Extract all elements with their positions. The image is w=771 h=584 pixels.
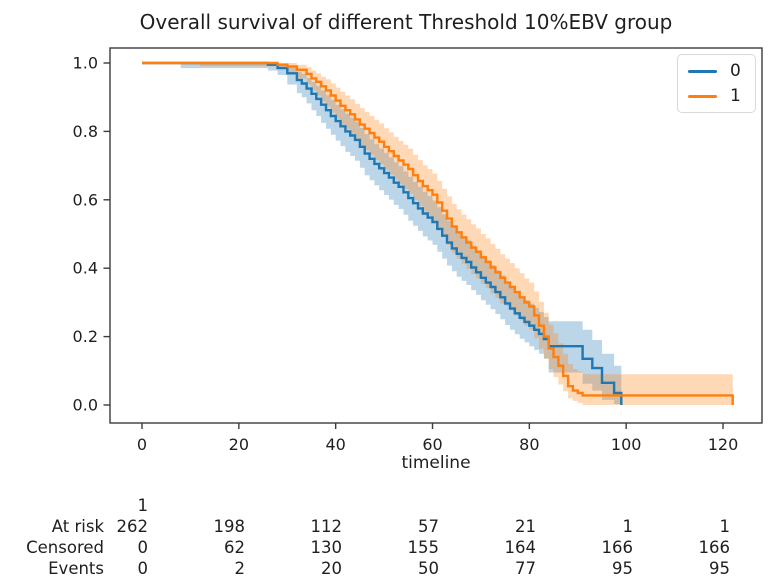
legend-item-group-0: 0 (688, 60, 745, 81)
risk-cell: 21 (515, 517, 536, 536)
x-tick-label: 60 (422, 435, 442, 454)
risk-cell (245, 495, 342, 516)
plot-canvas: 0 20 40 60 80 100 120 0.0 0.2 0.4 0.6 0.8 1.0 (73, 47, 763, 455)
y-tick-label: 0.0 (73, 396, 98, 415)
x-tick-label: 20 (229, 435, 249, 454)
km-curve-group-0 (142, 61, 623, 405)
y-tick-label: 1.0 (73, 54, 98, 73)
risk-cell: 62 (224, 538, 245, 557)
risk-row-label: At risk (51, 517, 104, 536)
y-tick-label: 0.8 (73, 122, 98, 141)
risk-cell: 166 (698, 538, 731, 557)
x-axis-label: timeline (401, 453, 471, 473)
risk-cell (536, 495, 633, 516)
risk-cell: 77 (515, 559, 536, 578)
risk-cell: 95 (709, 559, 730, 578)
confidence-bands (142, 63, 733, 405)
risk-cell: 95 (612, 559, 633, 578)
legend-label-0: 0 (730, 60, 741, 81)
risk-cell (342, 495, 439, 516)
survival-curves (142, 61, 734, 405)
risk-cell: 20 (321, 559, 342, 578)
y-tick-label: 0.2 (73, 327, 98, 346)
x-tick-label: 0 (137, 435, 147, 454)
km-curve-group-1 (142, 61, 734, 405)
risk-cell: 112 (310, 517, 343, 536)
chart-title: Overall survival of different Threshold … (139, 10, 673, 34)
risk-row-label (0, 495, 104, 516)
axis-ticks: 0 20 40 60 80 100 120 0.0 0.2 0.4 0.6 0.8 1.0 (73, 54, 739, 455)
legend-line-sample-1 (688, 94, 717, 98)
risk-cell: 0 (137, 538, 149, 557)
risk-cell: 0 (137, 559, 149, 578)
legend-item-group-1: 1 (688, 85, 745, 106)
risk-row-label: Events (48, 559, 104, 578)
risk-cell (148, 495, 245, 516)
risk-row-label: Censored (26, 538, 104, 557)
axes-box (109, 47, 763, 424)
risk-cell: 2 (234, 559, 246, 578)
risk-cell: 166 (601, 538, 634, 557)
y-tick-label: 0.6 (73, 190, 98, 209)
risk-cell: 1 (622, 517, 634, 536)
legend-label-1: 1 (730, 85, 741, 106)
at-risk-table: 1 At risk 262 198 112 57 21 1 1 Censored… (0, 495, 730, 579)
risk-cell: 130 (310, 538, 343, 557)
risk-cell: 57 (418, 517, 439, 536)
risk-cell: 262 (116, 517, 149, 536)
y-tick-label: 0.4 (73, 259, 98, 278)
x-tick-label: 100 (611, 435, 642, 454)
risk-cell (439, 495, 536, 516)
risk-cell: 50 (418, 559, 439, 578)
risk-cell: 1 (137, 496, 149, 515)
legend: 0 1 (677, 54, 756, 113)
risk-cell: 198 (213, 517, 246, 536)
legend-line-sample-0 (688, 69, 717, 73)
risk-cell (633, 495, 730, 516)
ci-band-group-0 (142, 63, 622, 405)
x-tick-label: 120 (708, 435, 739, 454)
x-tick-label: 40 (325, 435, 345, 454)
x-tick-label: 80 (519, 435, 539, 454)
risk-cell: 164 (504, 538, 537, 557)
risk-cell: 1 (719, 517, 731, 536)
risk-cell: 155 (407, 538, 440, 557)
